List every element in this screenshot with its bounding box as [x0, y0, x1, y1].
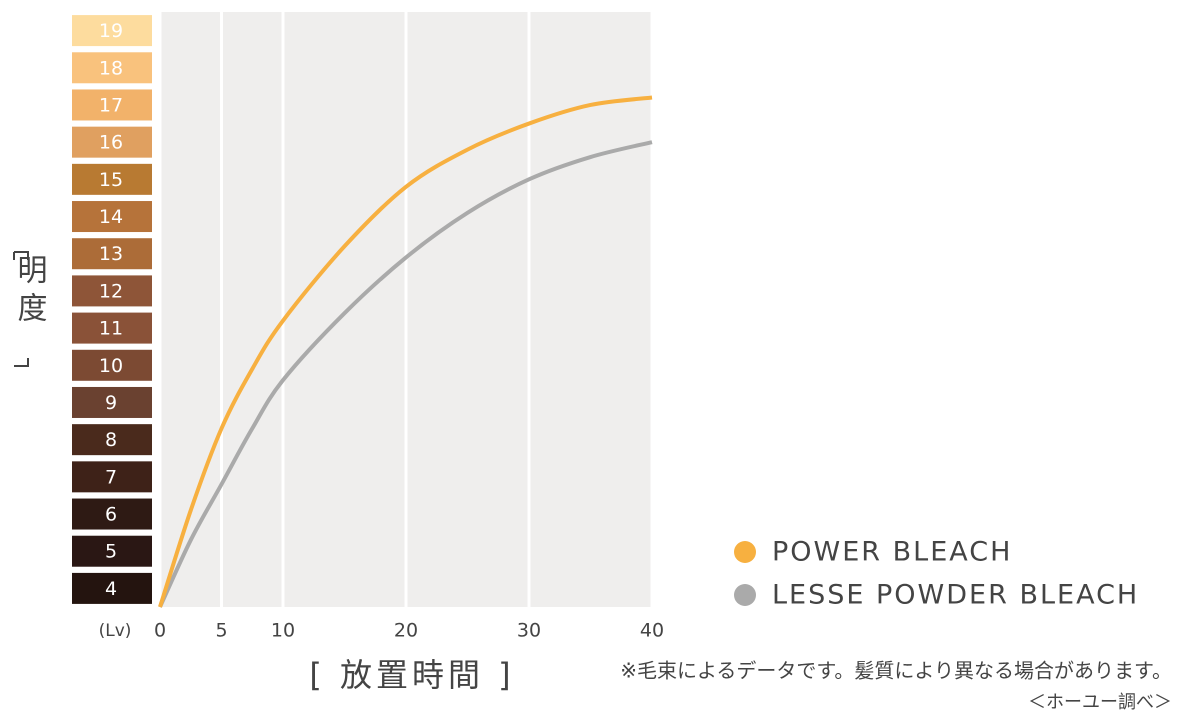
- y-tick-label: 4: [105, 578, 117, 600]
- legend-label: POWER BLEACH: [772, 537, 1012, 568]
- series-line: [158, 95, 653, 608]
- x-axis-label: [ 放置時間 ]: [309, 656, 514, 694]
- y-tick-swatch: [72, 312, 152, 344]
- y-tick-label: 7: [105, 466, 117, 488]
- y-tick-label: 10: [99, 355, 123, 377]
- y-tick-swatch: [72, 424, 152, 456]
- x-tick-label: 0: [154, 620, 166, 642]
- y-tick-label: 17: [99, 94, 123, 116]
- y-tick-swatch: [72, 163, 152, 195]
- y-tick-label: 14: [99, 206, 123, 228]
- y-tick-swatch: [72, 52, 152, 84]
- x-tick-label: 30: [517, 620, 541, 642]
- bracket: [13, 251, 29, 260]
- legend-marker: [734, 584, 756, 606]
- y-tick-swatch: [72, 275, 152, 307]
- y-tick-swatch: [72, 15, 152, 47]
- y-tick-swatch: [72, 201, 152, 233]
- bracket: [14, 358, 29, 367]
- y-tick-swatch: [72, 349, 152, 381]
- y-tick-label: 6: [105, 504, 117, 526]
- y-tick-label: 9: [105, 392, 117, 414]
- y-tick-label: 11: [99, 318, 123, 340]
- y-tick-swatch: [72, 238, 152, 270]
- series-line: [158, 140, 653, 608]
- y-tick-swatch: [72, 572, 152, 604]
- source: ＜ホーユー調べ＞: [1028, 692, 1172, 713]
- y-tick-swatch: [72, 89, 152, 121]
- y-tick-swatch: [72, 126, 152, 158]
- legend-marker: [734, 541, 756, 563]
- y-tick-swatch: [72, 461, 152, 493]
- y-axis-label: 明度: [12, 254, 47, 330]
- y-tick-label: 15: [99, 169, 123, 191]
- x-tick-label: 5: [215, 620, 227, 642]
- x-tick-label: 10: [271, 620, 295, 642]
- legend-label: LESSE POWDER BLEACH: [772, 580, 1139, 611]
- note: ※毛束によるデータです。髪質により異なる場合があります。: [620, 659, 1172, 683]
- y-tick-label: 13: [99, 243, 123, 265]
- y-tick-swatch: [72, 498, 152, 530]
- y-tick-label: 5: [105, 541, 117, 563]
- y-tick-label: 16: [99, 132, 123, 154]
- y-tick-swatch: [72, 386, 152, 418]
- y-tick-label: 18: [99, 57, 123, 79]
- y-tick-label: 8: [105, 429, 117, 451]
- y-tick-swatch: [72, 535, 152, 567]
- y-tick-label: 19: [99, 20, 123, 42]
- x-tick-label: 40: [640, 620, 664, 642]
- y-unit: (Lv): [99, 621, 132, 641]
- x-tick-label: 20: [394, 620, 418, 642]
- y-tick-label: 12: [99, 280, 123, 302]
